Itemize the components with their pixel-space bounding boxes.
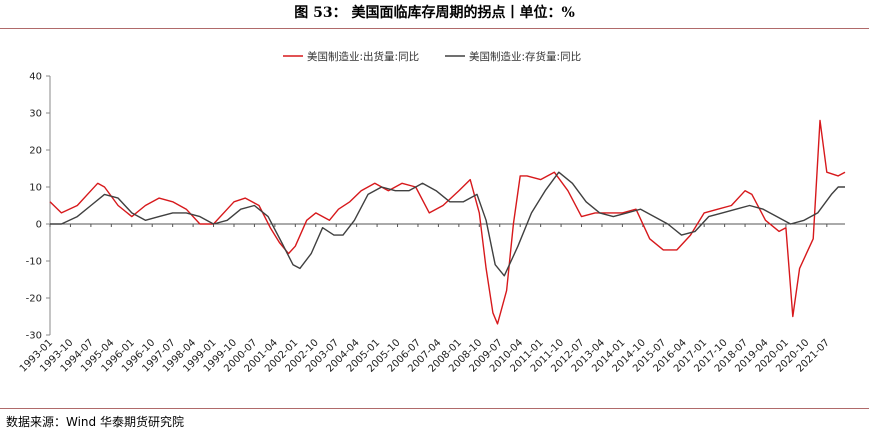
source-note: 数据来源：Wind 华泰期货研究院 bbox=[6, 415, 184, 429]
page-title: 图 53： 美国面临库存周期的拐点丨单位：% bbox=[294, 5, 575, 21]
y-tick-label: 0 bbox=[36, 220, 42, 231]
y-axis: -30 -20 -10 0 10 20 30 40 bbox=[26, 72, 51, 342]
y-tick-label: 10 bbox=[29, 183, 42, 194]
plot-area bbox=[49, 119, 846, 325]
y-tick-label: -30 bbox=[26, 331, 42, 342]
series-line-shipments bbox=[49, 119, 846, 325]
y-tick-label: 30 bbox=[29, 109, 42, 120]
series-line-inventory bbox=[50, 171, 845, 277]
y-tick-label: -20 bbox=[26, 294, 42, 305]
title-divider bbox=[0, 28, 869, 29]
x-axis: 1993-011993-101994-071995-041996-011996-… bbox=[18, 223, 845, 375]
footer-divider bbox=[0, 408, 869, 409]
legend: 美国制造业:出货量:同比 美国制造业:存货量:同比 bbox=[283, 50, 581, 63]
legend-label-shipments: 美国制造业:出货量:同比 bbox=[307, 50, 419, 63]
y-tick-label: 40 bbox=[29, 72, 42, 83]
y-tick-label: -10 bbox=[26, 257, 42, 268]
line-chart: 美国制造业:出货量:同比 美国制造业:存货量:同比 -30 -20 -10 0 10 20 3… bbox=[18, 50, 846, 375]
y-tick-label: 20 bbox=[29, 146, 42, 157]
legend-label-inventory: 美国制造业:存货量:同比 bbox=[469, 50, 581, 63]
